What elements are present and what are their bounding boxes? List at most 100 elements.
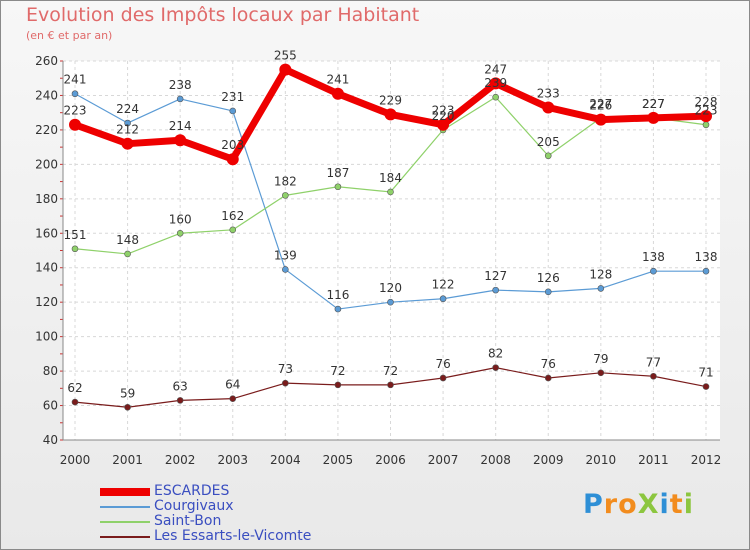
data-point (437, 118, 450, 131)
data-point (124, 250, 131, 258)
x-tick-label: 2005 (323, 453, 354, 467)
data-point (492, 364, 499, 371)
x-tick-label: 2011 (638, 453, 669, 467)
data-label: 59 (120, 386, 135, 400)
data-point (702, 121, 710, 129)
y-tick-label: 180 (35, 192, 58, 206)
x-tick-label: 2008 (480, 453, 511, 467)
data-label: 241 (64, 73, 87, 87)
data-point (702, 383, 710, 390)
data-point (69, 118, 81, 131)
logo-letter: r (603, 489, 619, 520)
legend-item: Courgivaux (100, 499, 311, 514)
data-label: 229 (379, 93, 402, 107)
data-point (542, 101, 555, 114)
data-point (700, 110, 712, 123)
data-label: 126 (537, 271, 560, 285)
data-label: 223 (64, 104, 87, 118)
data-label: 122 (432, 278, 455, 292)
data-point (387, 298, 394, 306)
legend-swatch (100, 535, 150, 538)
data-point (282, 266, 289, 273)
data-point (71, 398, 79, 406)
data-label: 62 (67, 381, 82, 395)
logo-letter: i (659, 489, 670, 520)
legend-label: Saint-Bon (154, 513, 222, 529)
data-point (702, 267, 710, 275)
logo-letter: X (637, 489, 660, 520)
legend-item: ESCARDES (100, 484, 311, 499)
data-label: 77 (646, 355, 661, 369)
data-point (279, 63, 292, 76)
data-label: 231 (221, 90, 244, 104)
data-label: 203 (221, 138, 244, 152)
data-label: 139 (274, 248, 297, 262)
data-label: 212 (116, 123, 139, 137)
data-point (229, 107, 237, 115)
data-label: 238 (169, 78, 192, 92)
data-label: 127 (484, 269, 507, 283)
data-point (334, 381, 342, 389)
proxiti-logo: ProXiti (583, 489, 694, 520)
data-point (282, 379, 289, 387)
data-point (176, 95, 184, 103)
data-point (282, 192, 289, 199)
data-point (597, 285, 605, 292)
x-tick-label: 2000 (60, 453, 91, 467)
data-label: 247 (484, 62, 507, 76)
y-tick-label: 140 (35, 261, 58, 275)
data-point (489, 77, 502, 90)
logo-letter: P (583, 489, 604, 520)
data-label: 223 (695, 104, 718, 118)
data-label: 73 (278, 362, 293, 376)
data-label: 71 (698, 366, 713, 380)
logo-letter: t (669, 489, 684, 520)
x-tick-label: 2003 (217, 453, 248, 467)
chart-subtitle: (en € et par an) (26, 29, 113, 42)
data-point (544, 152, 552, 160)
data-label: 72 (330, 364, 345, 378)
y-tick-label: 120 (35, 295, 58, 309)
y-tick-label: 220 (35, 123, 58, 137)
legend-item: Saint-Bon (100, 514, 311, 529)
data-label: 162 (221, 209, 244, 223)
data-point (544, 374, 552, 382)
legend-label: Les Essarts-le-Vicomte (154, 528, 312, 544)
x-tick-label: 2004 (270, 453, 301, 467)
data-point (71, 245, 79, 253)
data-point (647, 111, 660, 124)
data-point (174, 134, 187, 147)
data-point (439, 295, 447, 303)
data-point (176, 229, 184, 237)
data-point (387, 188, 394, 196)
data-label: 241 (326, 73, 349, 87)
data-point (544, 288, 552, 296)
y-tick-label: 160 (35, 226, 58, 240)
x-tick-label: 2006 (375, 453, 406, 467)
x-tick-label: 2010 (586, 453, 617, 467)
data-label: 233 (537, 87, 560, 101)
data-point (597, 369, 605, 377)
data-label: 72 (383, 364, 398, 378)
data-point (439, 374, 447, 382)
data-label: 227 (589, 97, 612, 111)
data-label: 128 (589, 267, 612, 281)
data-point (71, 90, 79, 98)
data-label: 116 (326, 288, 349, 302)
data-label: 76 (541, 357, 556, 371)
data-point (594, 113, 607, 126)
data-point (334, 305, 342, 313)
data-point (229, 226, 237, 234)
data-label: 82 (488, 347, 503, 361)
logo-letter: o (618, 489, 638, 520)
data-label: 148 (116, 233, 139, 247)
y-tick-label: 40 (43, 433, 58, 447)
data-point (331, 87, 344, 100)
plot-area (63, 61, 720, 440)
data-label: 187 (326, 166, 349, 180)
data-label: 223 (432, 104, 455, 118)
data-label: 239 (484, 76, 507, 90)
data-label: 224 (116, 102, 139, 116)
x-tick-label: 2001 (112, 453, 143, 467)
